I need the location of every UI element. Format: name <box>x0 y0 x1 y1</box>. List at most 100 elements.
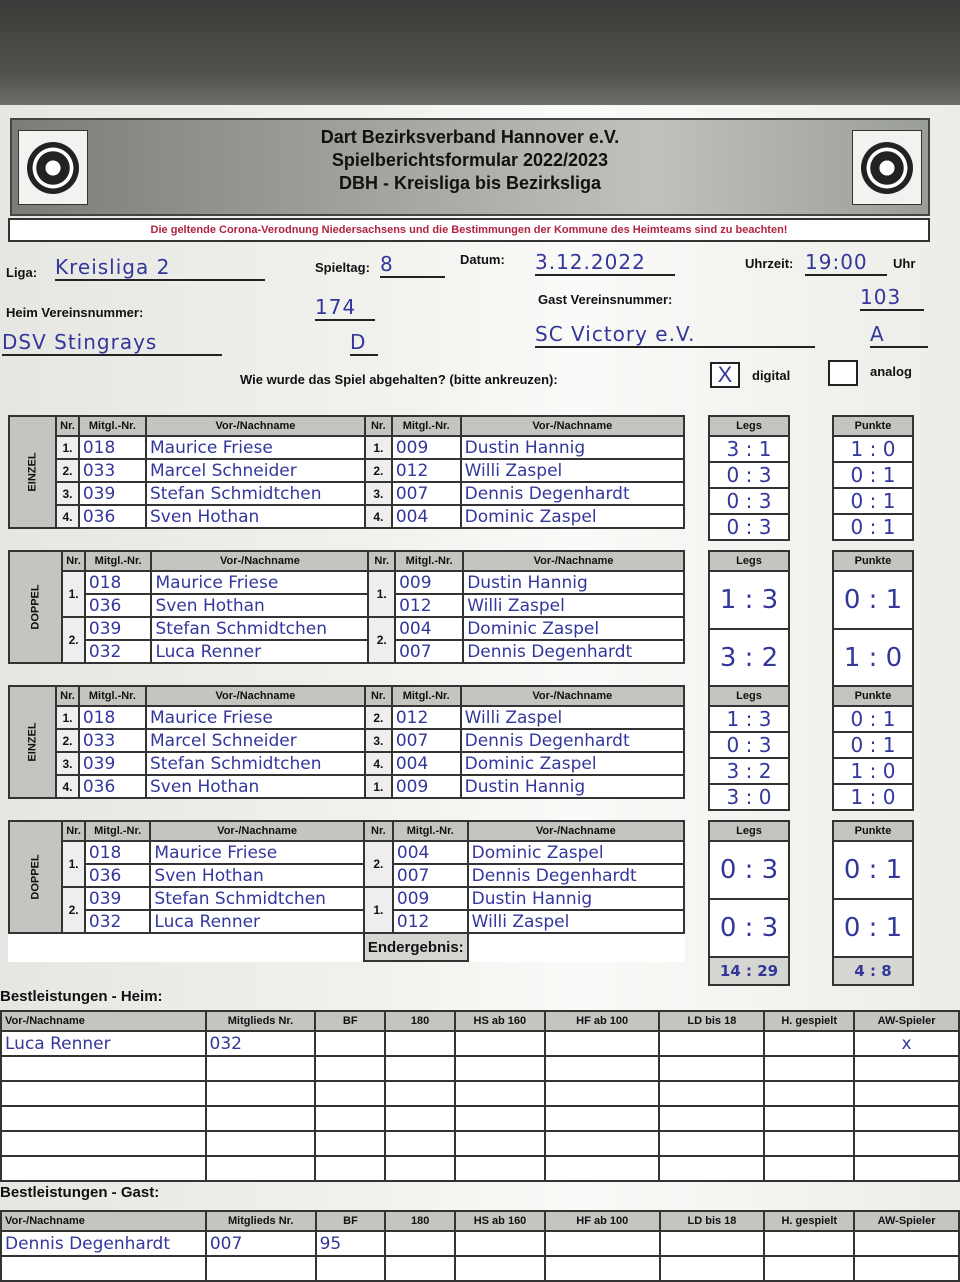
punkte-score[interactable]: 0 : 1 <box>832 487 914 515</box>
best-cell[interactable] <box>658 1155 766 1182</box>
home-member-id[interactable]: 018 <box>77 435 147 460</box>
best-cell[interactable] <box>453 1030 546 1057</box>
best-cell[interactable] <box>763 1230 856 1257</box>
home-member-id[interactable]: 036 <box>77 774 147 799</box>
legs-score[interactable]: 3 : 2 <box>708 757 790 785</box>
punkte-score[interactable]: 0 : 1 <box>832 898 914 958</box>
best-cell[interactable] <box>0 1130 207 1157</box>
away-member-id[interactable]: 012 <box>390 705 462 730</box>
away-member-id[interactable]: 009 <box>391 886 469 911</box>
away-member-id[interactable]: 007 <box>391 863 469 888</box>
best-cell[interactable] <box>314 1155 387 1182</box>
best-cell[interactable] <box>0 1055 207 1082</box>
best-cell[interactable] <box>763 1255 856 1282</box>
best-cell[interactable] <box>314 1105 387 1132</box>
away-member-id[interactable]: 004 <box>390 504 462 529</box>
best-cell[interactable]: 95 <box>314 1230 387 1257</box>
punkte-score[interactable]: 0 : 1 <box>832 840 914 900</box>
legs-score[interactable]: 1 : 3 <box>708 570 790 630</box>
home-member-id[interactable]: 032 <box>83 639 153 664</box>
heim-nr-field[interactable]: 174 <box>315 295 375 321</box>
away-player-name[interactable]: Dennis Degenhardt <box>459 481 686 506</box>
home-member-id[interactable]: 018 <box>83 570 153 595</box>
punkte-score[interactable]: 0 : 1 <box>832 461 914 489</box>
uhrzeit-field[interactable]: 19:00 <box>805 250 887 276</box>
home-member-id[interactable]: 036 <box>83 593 153 618</box>
home-player-name[interactable]: Stefan Schmidtchen <box>150 616 370 641</box>
best-cell[interactable] <box>204 1105 317 1132</box>
best-cell[interactable] <box>384 1030 456 1057</box>
best-cell[interactable] <box>658 1030 766 1057</box>
best-cell[interactable] <box>314 1055 387 1082</box>
best-cell[interactable] <box>763 1105 856 1132</box>
best-cell[interactable] <box>543 1055 661 1082</box>
away-player-name[interactable]: Dominic Zaspel <box>459 751 686 776</box>
away-player-name[interactable]: Dominic Zaspel <box>466 840 686 865</box>
best-cell[interactable] <box>0 1105 207 1132</box>
home-member-id[interactable]: 018 <box>77 705 147 730</box>
best-cell[interactable] <box>384 1230 457 1257</box>
legs-score[interactable]: 0 : 3 <box>708 840 790 900</box>
best-cell[interactable] <box>543 1030 661 1057</box>
best-cell[interactable] <box>658 1130 766 1157</box>
gast-team-field[interactable]: SC Victory e.V. <box>535 322 815 348</box>
legs-score[interactable]: 0 : 3 <box>708 513 790 541</box>
digital-checkbox[interactable]: X <box>710 362 740 388</box>
best-cell[interactable] <box>543 1155 661 1182</box>
best-cell[interactable] <box>0 1080 207 1107</box>
punkte-score[interactable]: 1 : 0 <box>832 783 914 811</box>
home-player-name[interactable]: Luca Renner <box>149 909 365 934</box>
best-cell[interactable] <box>853 1105 960 1132</box>
best-cell[interactable]: 007 <box>204 1230 317 1257</box>
best-cell[interactable] <box>658 1105 766 1132</box>
best-cell[interactable] <box>453 1155 546 1182</box>
best-cell[interactable]: 032 <box>204 1030 317 1057</box>
best-cell[interactable] <box>204 1155 317 1182</box>
away-member-id[interactable]: 004 <box>390 751 462 776</box>
punkte-score[interactable]: 1 : 0 <box>832 757 914 785</box>
home-player-name[interactable]: Maurice Friese <box>144 435 366 460</box>
best-cell[interactable] <box>384 1130 456 1157</box>
away-member-id[interactable]: 009 <box>390 435 462 460</box>
home-member-id[interactable]: 018 <box>83 840 152 865</box>
liga-field[interactable]: Kreisliga 2 <box>55 255 265 281</box>
away-player-name[interactable]: Dustin Hannig <box>459 435 686 460</box>
best-cell[interactable] <box>763 1130 856 1157</box>
away-player-name[interactable]: Willi Zaspel <box>459 458 686 483</box>
total-punkte[interactable]: 4 : 8 <box>832 956 914 986</box>
away-player-name[interactable]: Willi Zaspel <box>466 909 686 934</box>
best-cell[interactable] <box>204 1080 317 1107</box>
away-player-name[interactable]: Dustin Hannig <box>459 774 686 799</box>
best-cell[interactable] <box>763 1030 856 1057</box>
best-cell[interactable] <box>543 1105 661 1132</box>
best-cell[interactable] <box>454 1230 546 1257</box>
legs-score[interactable]: 1 : 3 <box>708 705 790 733</box>
best-cell[interactable] <box>384 1105 456 1132</box>
home-member-id[interactable]: 036 <box>77 504 147 529</box>
away-member-id[interactable]: 004 <box>391 840 469 865</box>
away-player-name[interactable]: Willi Zaspel <box>459 705 686 730</box>
best-cell[interactable] <box>0 1255 207 1282</box>
punkte-score[interactable]: 1 : 0 <box>832 628 914 688</box>
away-member-id[interactable]: 012 <box>391 909 469 934</box>
home-player-name[interactable]: Sven Hothan <box>144 774 366 799</box>
best-cell[interactable]: x <box>853 1030 960 1057</box>
best-cell[interactable] <box>763 1155 856 1182</box>
home-player-name[interactable]: Sven Hothan <box>150 593 370 618</box>
away-member-id[interactable]: 004 <box>394 616 465 641</box>
away-player-name[interactable]: Dennis Degenhardt <box>462 639 685 664</box>
best-cell[interactable] <box>853 1080 960 1107</box>
away-player-name[interactable]: Dennis Degenhardt <box>466 863 686 888</box>
away-player-name[interactable]: Dominic Zaspel <box>459 504 686 529</box>
away-member-id[interactable]: 012 <box>390 458 462 483</box>
total-legs[interactable]: 14 : 29 <box>708 956 790 986</box>
legs-score[interactable]: 0 : 3 <box>708 731 790 759</box>
home-member-id[interactable]: 036 <box>83 863 152 888</box>
gast-class-field[interactable]: A <box>870 322 928 348</box>
heim-class-field[interactable]: D <box>350 330 378 356</box>
punkte-score[interactable]: 0 : 1 <box>832 513 914 541</box>
home-player-name[interactable]: Maurice Friese <box>149 840 365 865</box>
best-cell[interactable] <box>453 1080 546 1107</box>
home-player-name[interactable]: Marcel Schneider <box>144 458 366 483</box>
best-cell[interactable] <box>0 1155 207 1182</box>
